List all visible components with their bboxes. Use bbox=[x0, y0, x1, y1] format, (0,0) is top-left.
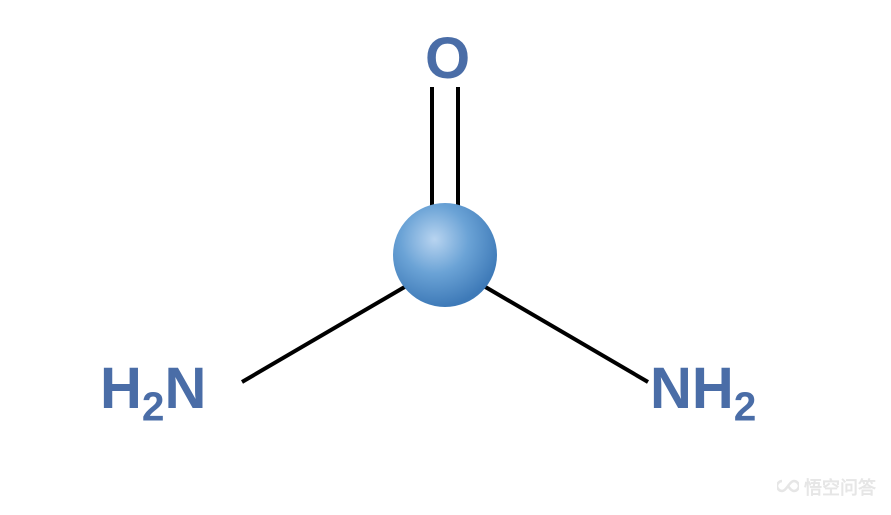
left-amine-label: H2N bbox=[100, 355, 206, 431]
oxygen-label: O bbox=[425, 25, 470, 92]
right-amine-label: NH2 bbox=[650, 355, 756, 431]
watermark: 悟空问答 bbox=[777, 474, 876, 500]
center-carbon-atom bbox=[393, 203, 497, 307]
watermark-text: 悟空问答 bbox=[804, 474, 876, 500]
watermark-icon bbox=[777, 477, 799, 498]
molecule-diagram: O H2N NH2 bbox=[0, 0, 891, 510]
